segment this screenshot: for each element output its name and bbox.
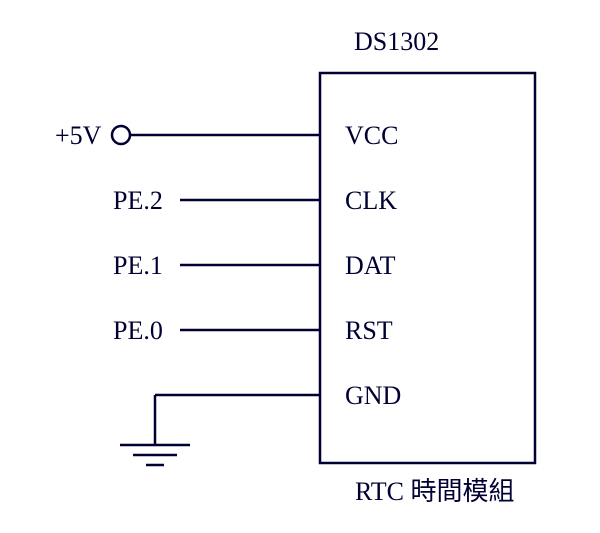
chip-title: DS1302: [354, 27, 439, 56]
pin-label-gnd: GND: [345, 381, 401, 410]
terminal-5v: [112, 126, 130, 144]
signal-label-5v: +5V: [55, 121, 102, 150]
pin-label-rst: RST: [345, 316, 393, 345]
signal-label-pe0: PE.0: [113, 316, 163, 345]
signal-label-pe2: PE.2: [113, 186, 163, 215]
signal-label-pe1: PE.1: [113, 251, 163, 280]
chip-subtitle: RTC 時間模組: [355, 477, 515, 506]
pin-label-clk: CLK: [345, 186, 397, 215]
pin-label-vcc: VCC: [345, 121, 398, 150]
pin-label-dat: DAT: [345, 251, 396, 280]
